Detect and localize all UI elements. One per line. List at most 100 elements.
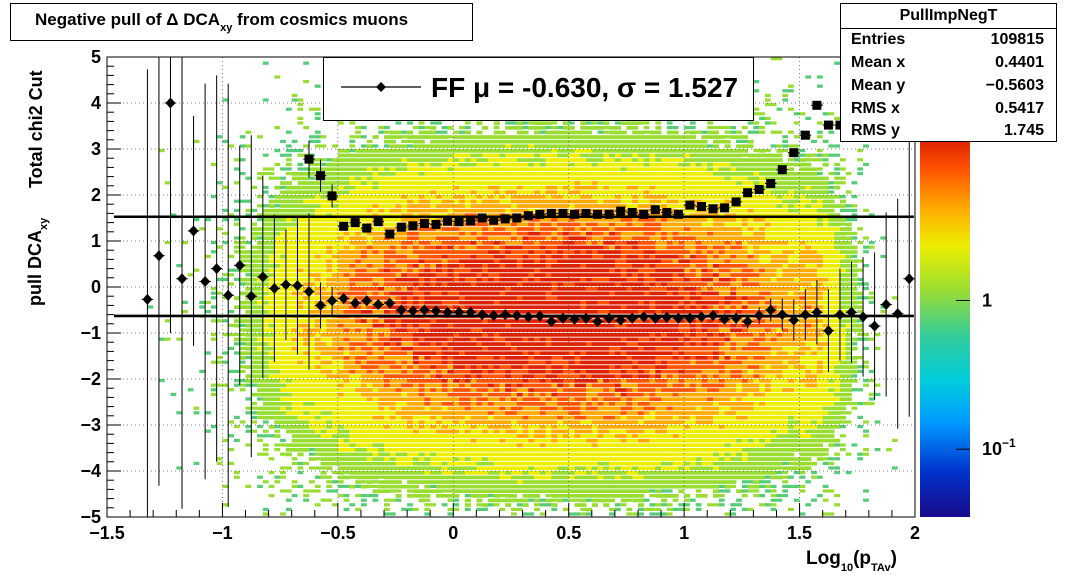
heatmap-cell (337, 411, 344, 415)
heatmap-cell (407, 415, 414, 420)
heatmap-cell (493, 429, 500, 434)
heatmap-cell (395, 259, 402, 264)
heatmap-cell (372, 167, 379, 172)
heatmap-cell (568, 392, 575, 397)
heatmap-cell (499, 158, 506, 162)
heatmap-cell (274, 259, 281, 264)
heatmap-cell (389, 158, 396, 162)
heatmap-cell (591, 484, 598, 489)
heatmap-cell (389, 429, 396, 434)
heatmap-cell (291, 259, 298, 264)
heatmap-cell (412, 351, 419, 356)
heatmap-cell (355, 181, 362, 185)
heatmap-cell (528, 360, 535, 365)
heatmap-cell (395, 494, 402, 498)
heatmap-cell (320, 475, 327, 479)
heatmap-cell (453, 139, 460, 144)
heatmap-cell (337, 425, 344, 429)
heatmap-cell (470, 356, 477, 360)
heatmap-cell (534, 369, 541, 374)
heatmap-cell (412, 153, 419, 158)
heatmap-cell (337, 346, 344, 351)
heatmap-cell (482, 388, 489, 392)
heatmap-cell (464, 135, 471, 139)
heatmap-cell (447, 494, 454, 498)
heatmap-cell (522, 374, 529, 379)
heatmap-cell (534, 121, 541, 126)
heatmap-cell (459, 411, 466, 415)
heatmap-cell (528, 300, 535, 305)
heatmap-cell (291, 360, 298, 365)
heatmap-cell (568, 379, 575, 383)
heatmap-cell (412, 176, 419, 181)
heatmap-cell (580, 392, 587, 397)
heatmap-cell (401, 282, 408, 287)
heatmap-cell (407, 475, 414, 480)
heatmap-cell (401, 323, 408, 328)
heatmap-cell (511, 126, 518, 130)
heatmap-cell (586, 323, 593, 328)
heatmap-cell (378, 277, 385, 282)
heatmap-cell (499, 250, 506, 254)
heatmap-cell (314, 282, 321, 287)
heatmap-cell (499, 222, 506, 227)
heatmap-cell (534, 158, 541, 162)
heatmap-cell (441, 466, 448, 471)
heatmap-cell (516, 434, 523, 438)
heatmap-cell (464, 498, 471, 503)
heatmap-cell (401, 167, 408, 172)
heatmap-cell (539, 498, 546, 502)
heatmap-cell (430, 277, 437, 282)
heatmap-cell (453, 337, 460, 342)
heatmap-cell (447, 328, 454, 333)
heatmap-cell (372, 475, 379, 480)
heatmap-cell (401, 425, 408, 429)
heatmap-cell (459, 480, 466, 484)
heatmap-cell (268, 213, 275, 218)
heatmap-cell (176, 337, 183, 341)
heatmap-cell (528, 452, 535, 457)
heatmap-cell (360, 415, 367, 420)
heatmap-cell (395, 342, 402, 346)
heatmap-cell (268, 425, 275, 429)
heatmap-cell (285, 310, 292, 314)
heatmap-cell (412, 241, 419, 245)
heatmap-cell (424, 383, 431, 388)
heatmap-cell (378, 337, 385, 342)
heatmap-cell (332, 231, 339, 236)
heatmap-cell (372, 144, 379, 148)
heatmap-cell (320, 167, 327, 172)
heatmap-cell (545, 296, 552, 300)
heatmap-cell (499, 135, 506, 139)
heatmap-cell (355, 351, 362, 356)
heatmap-cell (591, 457, 598, 461)
heatmap-cell (493, 264, 500, 268)
heatmap-cell (360, 342, 367, 346)
heatmap-cell (257, 379, 264, 383)
heatmap-cell (482, 241, 489, 245)
heatmap-cell (464, 287, 471, 291)
heatmap-cell (441, 425, 448, 429)
heatmap-cell (511, 222, 518, 227)
heatmap-cell (418, 185, 425, 190)
heatmap-cell (574, 185, 581, 190)
heatmap-cell (568, 185, 575, 190)
heatmap-cell (493, 420, 500, 425)
heatmap-cell (487, 227, 494, 231)
heatmap-cell (389, 484, 396, 489)
heatmap-cell (418, 264, 425, 268)
heatmap-cell (355, 149, 362, 153)
heatmap-cell (326, 328, 333, 333)
heatmap-cell (522, 310, 529, 314)
heatmap-cell (332, 277, 339, 282)
heatmap-cell (257, 397, 263, 401)
heatmap-cell (464, 406, 471, 411)
heatmap-cell (476, 484, 483, 489)
heatmap-cell (262, 300, 269, 305)
heatmap-cell (239, 241, 246, 245)
heatmap-cell (470, 153, 477, 158)
heatmap-cell (441, 328, 448, 333)
heatmap-cell (395, 434, 402, 438)
heatmap-cell (534, 199, 541, 204)
heatmap-cell (291, 195, 298, 199)
